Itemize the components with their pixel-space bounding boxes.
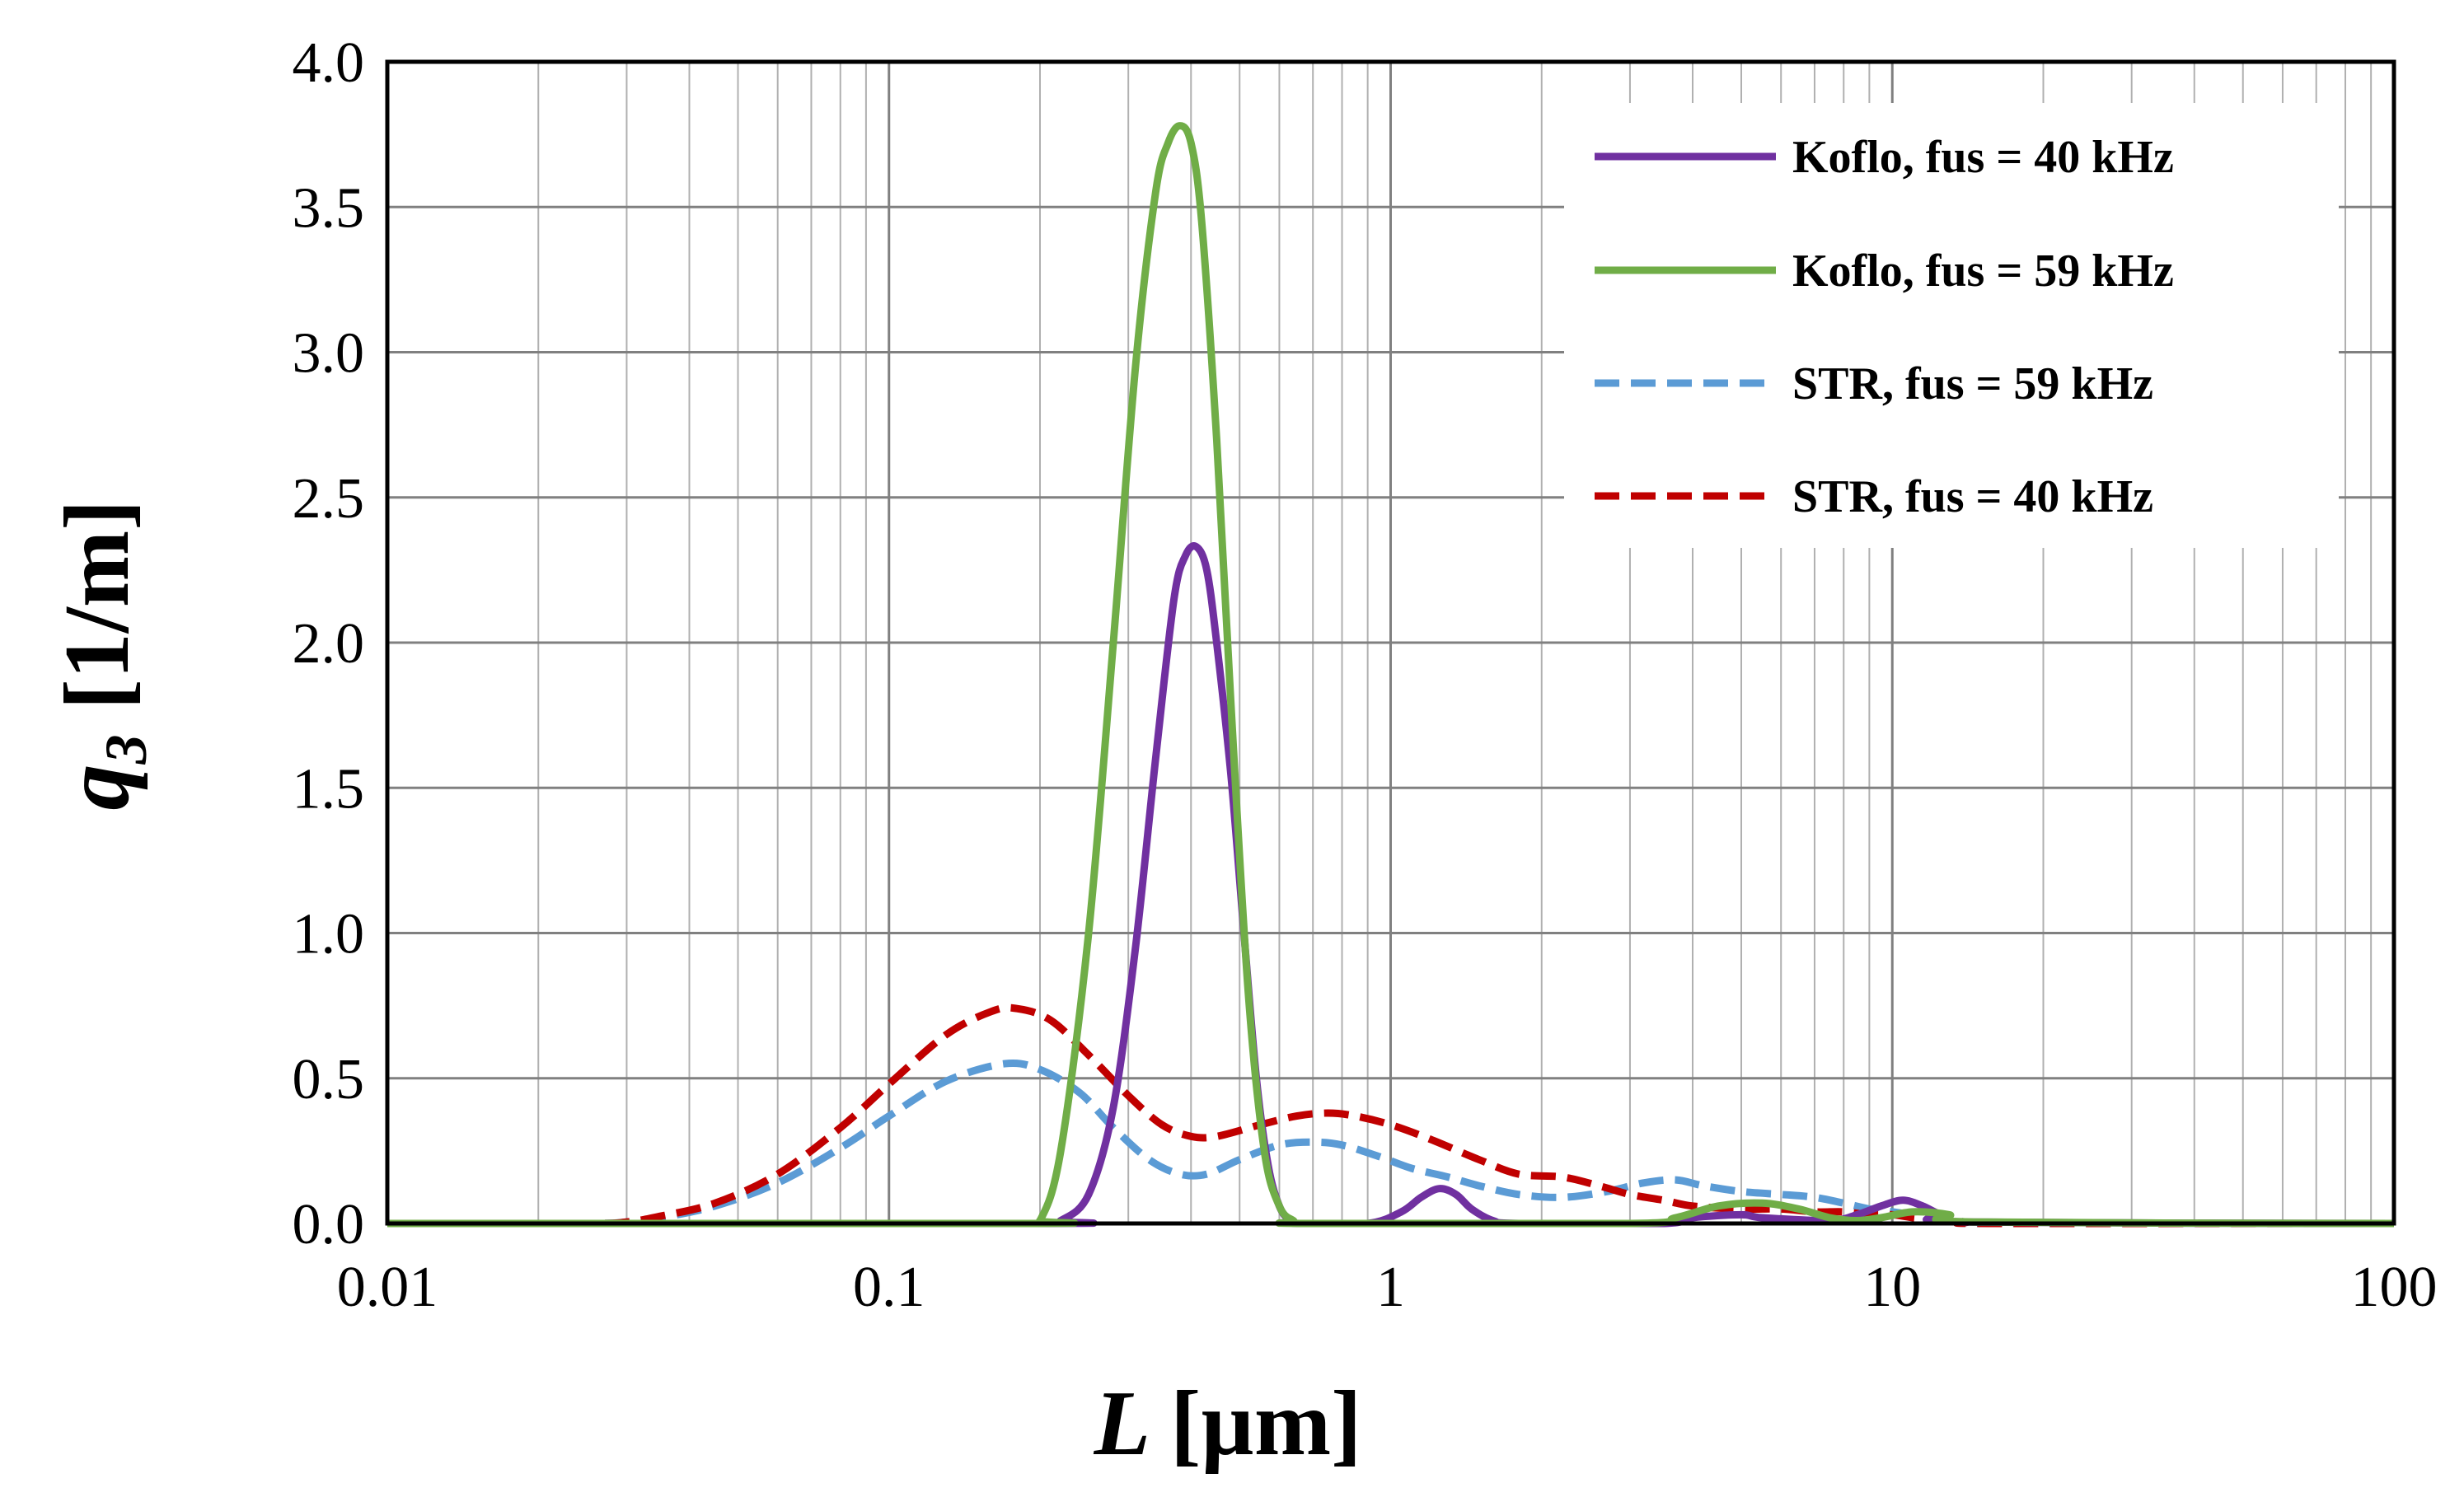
series-line-2 — [386, 1059, 2394, 1228]
y-tick-label: 0.0 — [293, 1193, 365, 1256]
y-tick-label: 3.5 — [293, 176, 365, 240]
series-line-1 — [386, 122, 2395, 1228]
legend: Koflo, fus = 40 kHz Koflo, fus = 59 kHz ST… — [1564, 103, 2339, 548]
y-tick-label: 2.5 — [293, 467, 365, 531]
y-axis-title-subscript: 3 — [93, 735, 159, 765]
legend-label: Koflo, fus = 40 kHz — [1792, 132, 2174, 183]
plot-frame — [385, 59, 2396, 1226]
x-tick-labels: 0.01 0.1 1 10 100 — [337, 1256, 2438, 1319]
legend-label: STR, fus = 40 kHz — [1792, 471, 2153, 522]
legend-label: STR, fus = 59 kHz — [1792, 358, 2153, 409]
x-tick-label: 10 — [1863, 1256, 1921, 1319]
plot-series — [386, 122, 2395, 1228]
x-tick-label: 100 — [2351, 1256, 2438, 1319]
x-tick-label: 0.01 — [337, 1256, 438, 1319]
x-axis-title: L [µm] — [1094, 1373, 1362, 1475]
y-tick-label: 0.5 — [293, 1048, 365, 1111]
x-tick-label: 1 — [1376, 1256, 1405, 1319]
series-line-3 — [386, 1003, 2394, 1228]
y-axis-title-symbol: q — [46, 765, 148, 811]
legend-box — [1564, 103, 2339, 548]
x-tick-label: 0.1 — [853, 1256, 925, 1319]
x-axis-title-symbol: L — [1094, 1373, 1150, 1475]
x-axis-title-unit: [µm] — [1170, 1373, 1361, 1475]
y-tick-label: 1.0 — [293, 903, 365, 966]
y-tick-label: 3.0 — [293, 322, 365, 386]
y-axis-title: q3 [1/m] — [46, 499, 159, 810]
y-tick-labels: 0.0 0.5 1.0 1.5 2.0 2.5 3.0 3.5 4.0 — [293, 31, 365, 1256]
y-tick-label: 1.5 — [293, 757, 365, 821]
y-tick-label: 2.0 — [293, 612, 365, 676]
legend-label: Koflo, fus = 59 kHz — [1792, 246, 2174, 297]
y-tick-label: 4.0 — [293, 31, 365, 95]
y-axis-title-unit: [1/m] — [46, 499, 148, 709]
